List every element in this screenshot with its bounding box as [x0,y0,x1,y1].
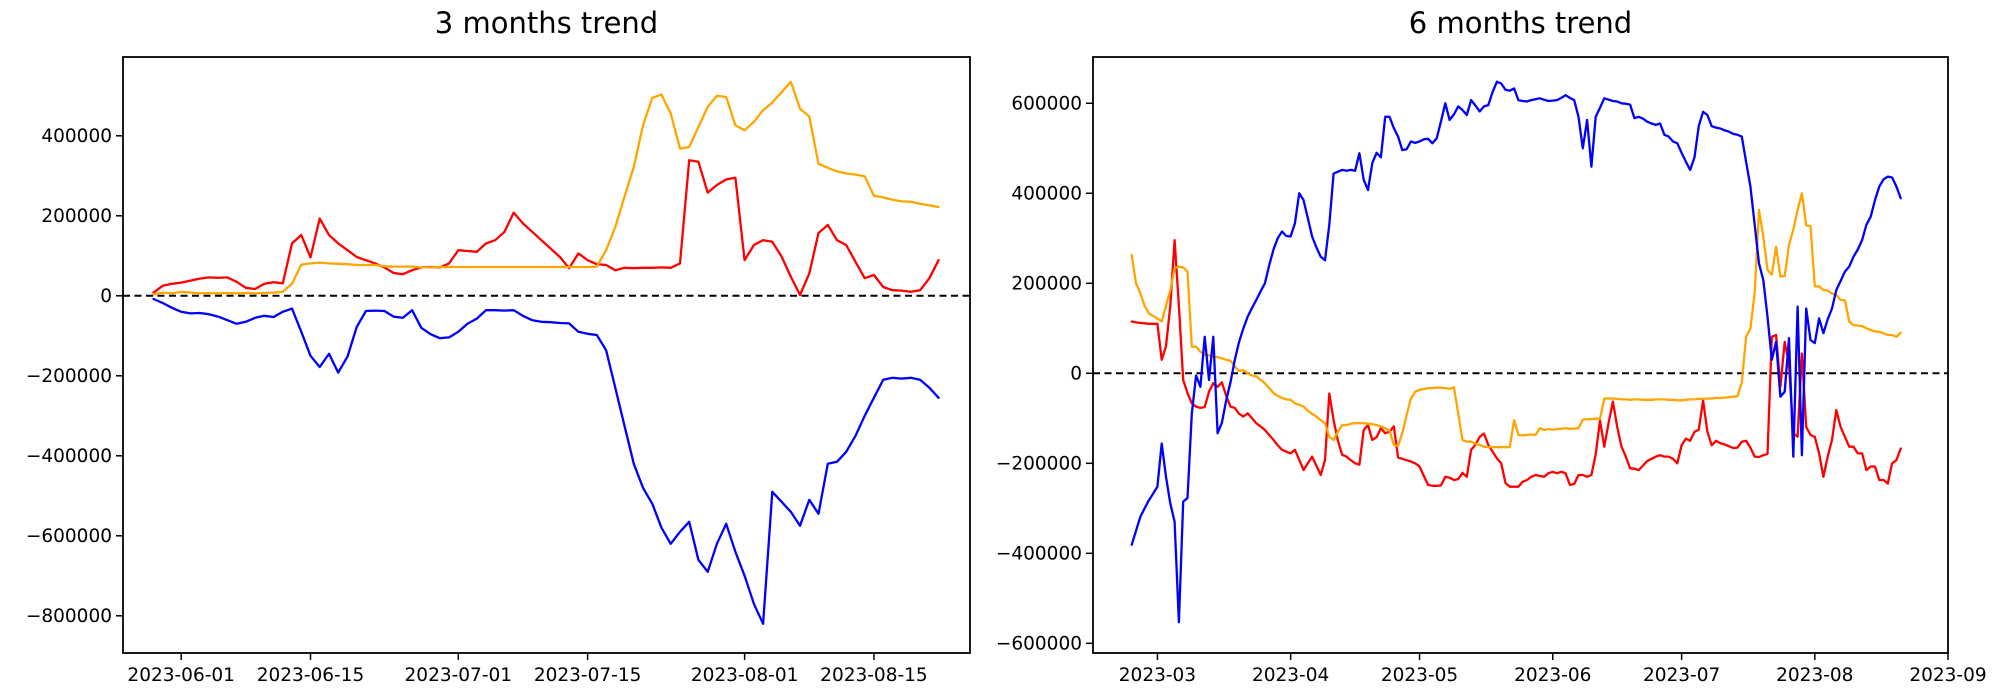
x-tick-label: 2023-07 [1643,665,1720,686]
series-orange [1130,192,1902,449]
chart-0: 2023-06-01 2023-06-15 2023-07-01 2023-07-15… [26,56,971,686]
chart-1: 2023-03 2023-04 2023-05 2023-06 2023-07 2023-… [996,56,1987,686]
y-tick-label: 600000 [1011,93,1082,114]
x-tick-label: 2023-07-15 [534,665,642,686]
y-tick-label: 200000 [41,206,112,227]
y-tick-label: 0 [100,286,112,307]
series-blue [152,297,940,625]
x-tick-label: 2023-08 [1776,665,1853,686]
y-tick-label: −400000 [26,446,112,467]
x-tick-label: 2023-04 [1252,665,1329,686]
series-orange [152,80,940,296]
y-tick-label: −600000 [26,526,112,547]
x-tick-label: 2023-07-01 [405,665,513,686]
chart-title-6-months: 6 months trend [1408,6,1633,40]
y-tick-label: −200000 [996,453,1082,474]
series-red [1130,238,1902,488]
plot-border [1092,56,1949,654]
x-tick-label: 2023-06 [1514,665,1591,686]
y-tick-label: −200000 [26,366,112,387]
chart-title-3-months: 3 months trend [434,6,659,40]
plot-border [122,56,971,654]
x-tick-label: 2023-06-01 [127,665,235,686]
y-tick-label: −400000 [996,543,1082,564]
y-tick-label: −800000 [26,606,112,627]
y-tick-label: 400000 [1011,183,1082,204]
y-tick-label: 400000 [41,126,112,147]
x-tick-label: 2023-08-15 [820,665,928,686]
y-tick-label: 200000 [1011,273,1082,294]
x-tick-label: 2023-08-01 [691,665,799,686]
y-tick-label: −600000 [996,633,1082,654]
x-tick-label: 2023-09 [1909,665,1986,686]
y-tick-label: 0 [1070,363,1082,384]
x-tick-label: 2023-03 [1119,665,1196,686]
x-tick-label: 2023-06-15 [257,665,365,686]
x-tick-label: 2023-05 [1381,665,1458,686]
series-red [152,159,940,297]
series-blue [1130,80,1902,624]
